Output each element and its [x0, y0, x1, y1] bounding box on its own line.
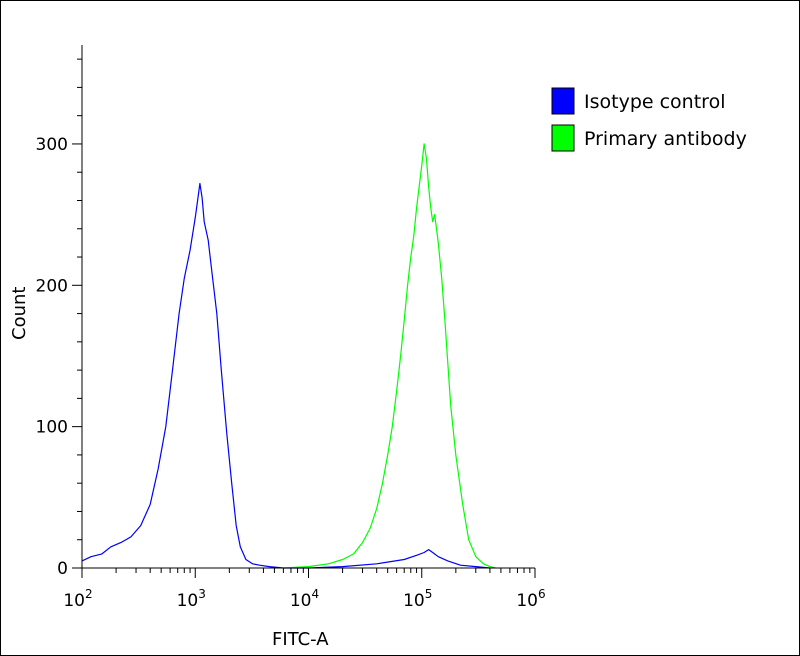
- x-tick-label: 105: [403, 587, 432, 611]
- plot-area: [81, 143, 496, 569]
- x-tick-label: 104: [290, 587, 319, 611]
- series-line-isotype-control: [81, 182, 490, 569]
- y-tick-label: 0: [57, 559, 68, 579]
- x-axis-label: FITC-A: [272, 629, 329, 650]
- x-tick-label: 103: [177, 587, 206, 611]
- y-tick-label: 100: [36, 418, 68, 438]
- legend: Isotype control Primary antibody: [551, 87, 747, 152]
- y-tick-label: 200: [36, 276, 68, 296]
- legend-swatch-isotype-control: [551, 87, 575, 115]
- y-tick-label: 300: [36, 135, 68, 155]
- x-tick-label: 102: [63, 587, 92, 611]
- y-axis-label: Count: [9, 287, 30, 340]
- legend-label-primary-antibody: Primary antibody: [584, 128, 747, 150]
- legend-swatch-primary-antibody: [551, 124, 575, 152]
- series-line-primary-antibody: [283, 143, 496, 569]
- legend-label-isotype-control: Isotype control: [584, 91, 725, 113]
- x-tick-label: 106: [516, 587, 545, 611]
- axes: 0 100 200 300 102 103 104 105 106: [36, 45, 546, 611]
